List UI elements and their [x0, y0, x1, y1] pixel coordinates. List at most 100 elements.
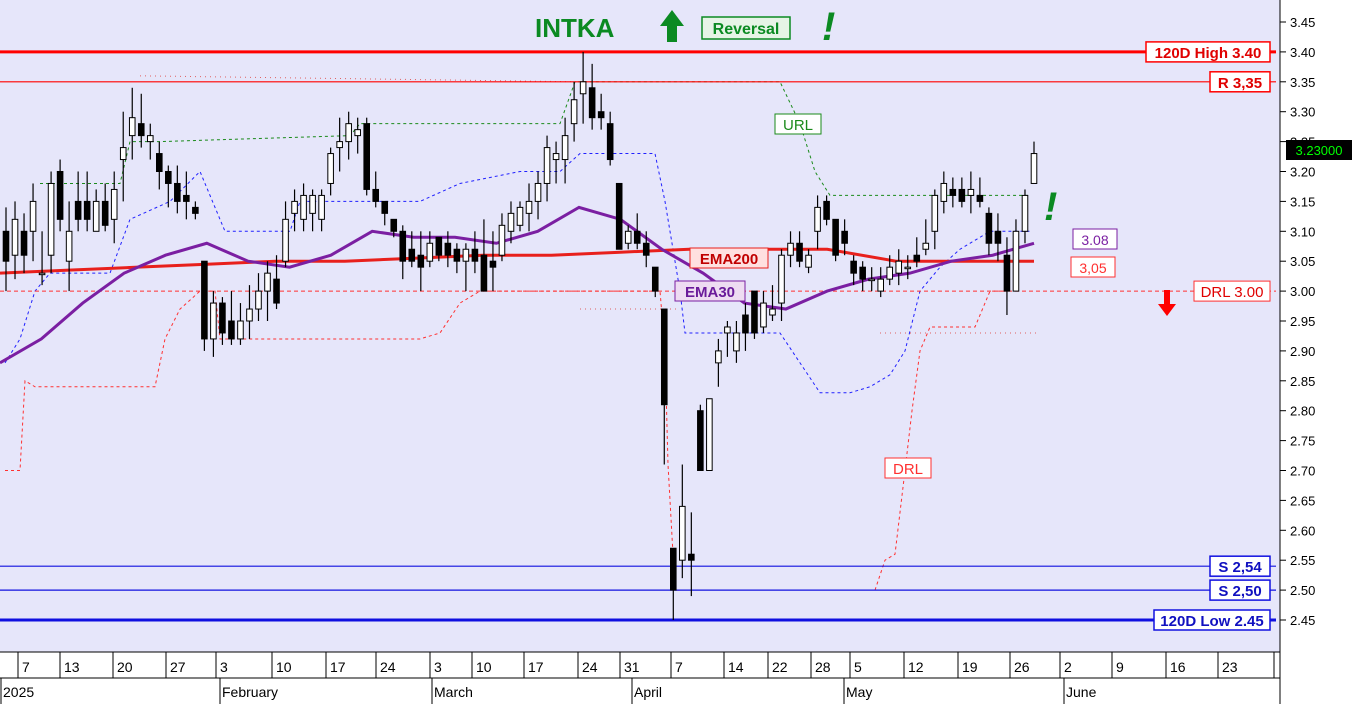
candle	[146, 123, 154, 160]
candle	[282, 201, 289, 268]
candle-body	[264, 272, 271, 292]
candle	[110, 171, 118, 244]
candle	[958, 177, 966, 208]
candle-body	[480, 254, 488, 292]
candle-body	[453, 248, 461, 262]
candle	[318, 189, 325, 232]
candle	[940, 171, 948, 214]
last-price-label: 3.23000	[1296, 143, 1343, 158]
candle	[850, 255, 857, 286]
y-tick-label: 3.30	[1290, 105, 1315, 120]
candle-body	[345, 123, 352, 143]
month-label: May	[846, 684, 872, 700]
candle-body	[922, 242, 930, 250]
y-tick-label: 2.55	[1290, 553, 1315, 568]
header-signal: INTKA Reversal ! !	[535, 5, 1057, 229]
y-tick-label: 2.50	[1290, 583, 1315, 598]
url-label-group: URL	[774, 113, 822, 135]
x-tick-label: 17	[528, 659, 544, 675]
candle	[219, 297, 226, 345]
candle-body	[318, 194, 325, 220]
candle-body	[92, 200, 100, 232]
y-tick-label: 3.15	[1290, 194, 1315, 209]
candle-body	[291, 200, 298, 214]
month-label: February	[222, 684, 278, 700]
candle-body	[192, 206, 199, 214]
candle-body	[237, 320, 244, 340]
candle	[534, 171, 542, 220]
candle-body	[949, 188, 957, 196]
drl-label-group: DRL	[884, 457, 932, 479]
candle-body	[426, 242, 434, 262]
candle	[480, 219, 488, 292]
candle-body	[570, 99, 578, 125]
x-tick-label: 17	[330, 659, 346, 675]
candle	[1021, 189, 1029, 244]
candle-body	[417, 254, 425, 268]
candle	[886, 255, 894, 286]
candle	[922, 219, 930, 256]
candle-body	[408, 248, 416, 262]
reversal-badge	[701, 16, 791, 40]
candle	[778, 249, 785, 321]
candlesticks	[2, 51, 1038, 620]
candle	[56, 159, 64, 232]
x-tick-label: 12	[908, 659, 924, 675]
level-label-box	[1209, 579, 1271, 601]
level-label-box	[1209, 71, 1271, 93]
x-tick-label: 3	[434, 659, 442, 675]
candle	[2, 207, 10, 292]
month-label: March	[434, 684, 473, 700]
candle-body	[787, 242, 794, 256]
candle	[679, 464, 686, 579]
level-label-box	[1209, 555, 1271, 577]
candle	[471, 231, 479, 274]
level-label-box	[1193, 280, 1271, 302]
candle-body	[273, 278, 280, 304]
candle	[895, 249, 903, 286]
level-label: R 3,35	[1218, 75, 1262, 92]
candle	[255, 273, 262, 321]
candle-body	[733, 332, 740, 352]
candle-body	[724, 326, 731, 334]
candle	[489, 231, 497, 292]
candle	[606, 111, 614, 166]
candle-body	[633, 230, 641, 244]
candle	[805, 249, 812, 274]
candle	[823, 195, 830, 226]
candle-body	[660, 308, 668, 406]
candle	[381, 200, 389, 226]
candle	[29, 183, 37, 262]
x-tick-label: 5	[854, 659, 862, 675]
candle-body	[101, 200, 109, 226]
candle-body	[489, 260, 497, 268]
candle	[345, 111, 352, 160]
x-tick-label: 9	[1116, 659, 1124, 675]
candle-body	[282, 218, 289, 262]
candle	[498, 213, 506, 262]
x-tick-label: 22	[772, 659, 788, 675]
candle-body	[642, 242, 650, 256]
candle-body	[228, 320, 235, 340]
candle-body	[931, 194, 939, 232]
ema200-label: EMA200	[700, 251, 758, 268]
candle-body	[552, 153, 560, 161]
ema200-value-group: 3,05	[1070, 256, 1116, 278]
x-tick-label: 7	[675, 659, 683, 675]
candle-body	[1003, 254, 1011, 292]
x-tick-label: 27	[170, 659, 186, 675]
candle	[372, 171, 380, 208]
candle-body	[940, 182, 948, 202]
candle-body	[525, 200, 533, 214]
candle	[985, 207, 993, 256]
candle-body	[543, 147, 551, 184]
candle	[417, 231, 425, 292]
candle	[688, 512, 695, 597]
url-line	[40, 81, 1030, 196]
down-arrow-icon	[1158, 290, 1176, 316]
candle-body	[994, 230, 1002, 244]
up-arrow-icon	[660, 10, 684, 42]
candle	[426, 231, 434, 268]
candle-body	[958, 188, 966, 202]
